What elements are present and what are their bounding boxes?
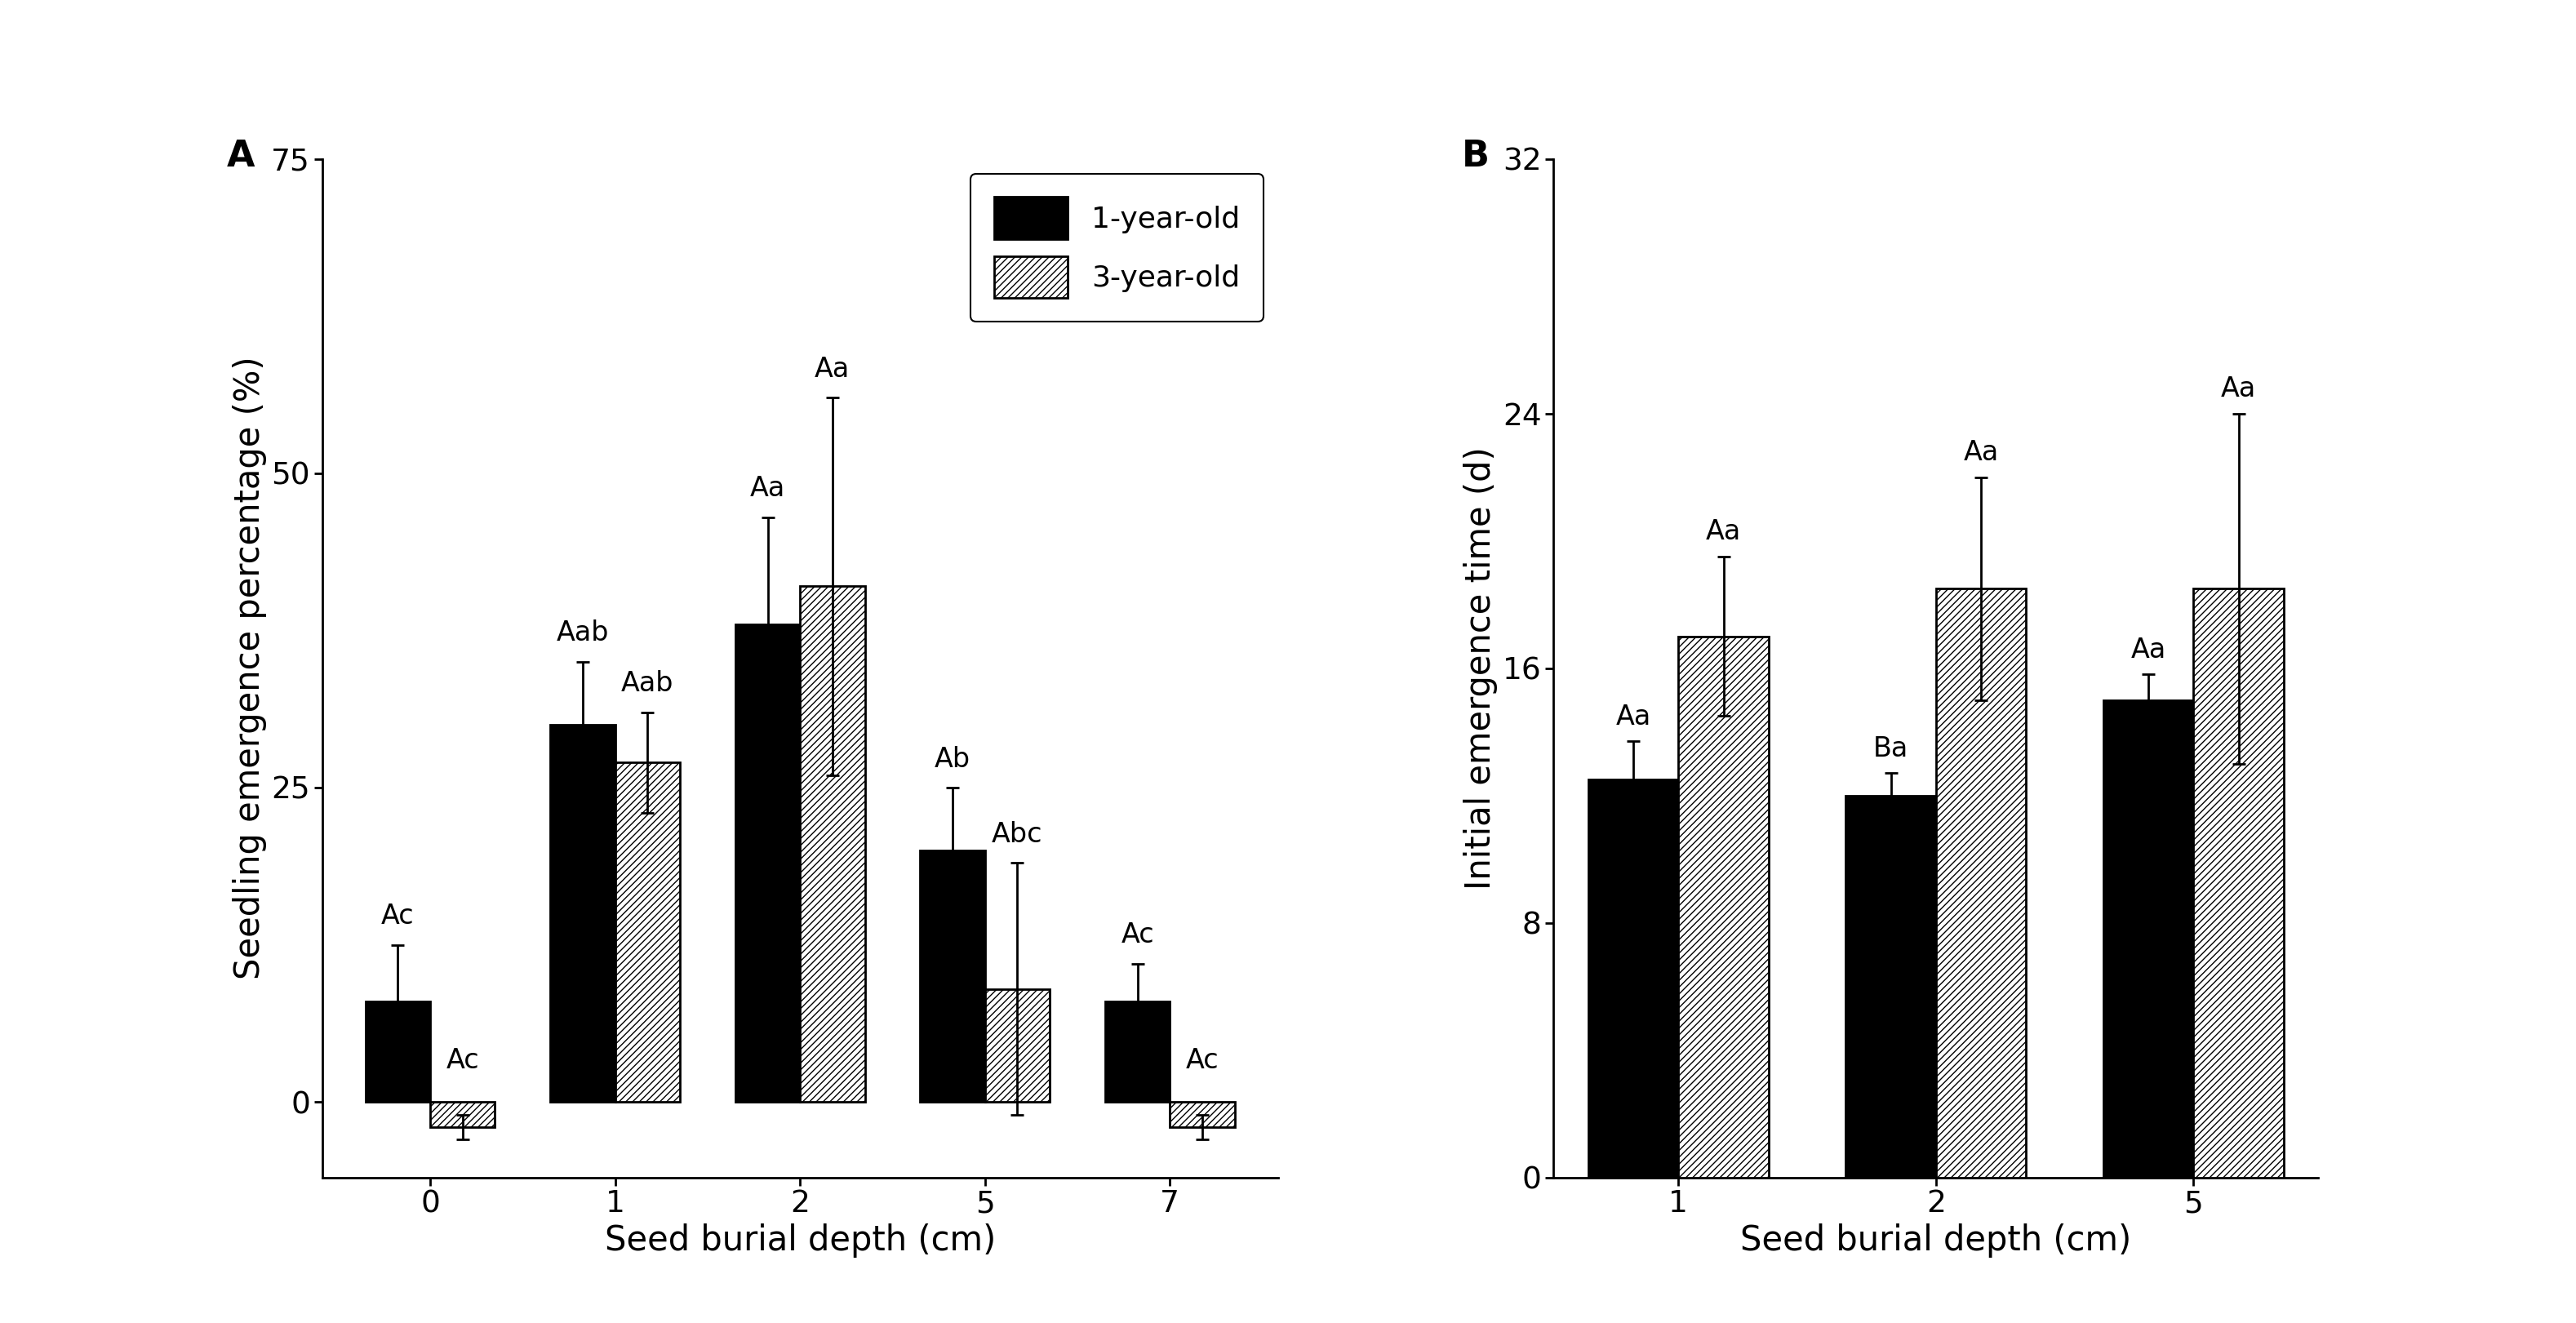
- Text: Aab: Aab: [621, 671, 675, 697]
- Text: Ab: Ab: [935, 746, 971, 773]
- Text: A: A: [227, 139, 255, 173]
- Text: Aa: Aa: [1705, 519, 1741, 545]
- Text: Aa: Aa: [814, 356, 850, 382]
- Bar: [1937, 589, 2027, 1177]
- Text: Abc: Abc: [992, 822, 1043, 848]
- Y-axis label: Seedling emergence percentage (%): Seedling emergence percentage (%): [232, 356, 265, 980]
- Bar: [1105, 1002, 1170, 1102]
- Text: Aa: Aa: [1963, 439, 1999, 466]
- Text: Aa: Aa: [2221, 376, 2257, 402]
- Bar: [616, 762, 680, 1102]
- Text: Aa: Aa: [1615, 704, 1651, 730]
- Text: Ba: Ba: [1873, 736, 1909, 762]
- Bar: [1170, 1102, 1234, 1127]
- X-axis label: Seed burial depth (cm): Seed burial depth (cm): [605, 1224, 997, 1258]
- Text: Aa: Aa: [2130, 636, 2166, 663]
- Bar: [734, 624, 801, 1102]
- Legend: 1-year-old, 3-year-old: 1-year-old, 3-year-old: [971, 173, 1262, 321]
- Bar: [1589, 779, 1680, 1177]
- Bar: [1847, 795, 1937, 1177]
- Y-axis label: Initial emergence time (d): Initial emergence time (d): [1463, 447, 1499, 889]
- Text: Aa: Aa: [750, 475, 786, 503]
- Bar: [2195, 589, 2285, 1177]
- Bar: [2105, 700, 2195, 1177]
- Bar: [1680, 636, 1770, 1177]
- Text: B: B: [1461, 139, 1489, 173]
- Text: Aab: Aab: [556, 619, 608, 647]
- Text: Ac: Ac: [446, 1048, 479, 1074]
- Text: Ac: Ac: [1121, 922, 1154, 949]
- Bar: [366, 1002, 430, 1102]
- Text: Ac: Ac: [1185, 1048, 1218, 1074]
- X-axis label: Seed burial depth (cm): Seed burial depth (cm): [1741, 1224, 2130, 1258]
- Bar: [984, 988, 1051, 1102]
- Bar: [920, 851, 984, 1102]
- Text: Ac: Ac: [381, 902, 415, 930]
- Bar: [801, 586, 866, 1102]
- Bar: [430, 1102, 495, 1127]
- Bar: [551, 725, 616, 1102]
